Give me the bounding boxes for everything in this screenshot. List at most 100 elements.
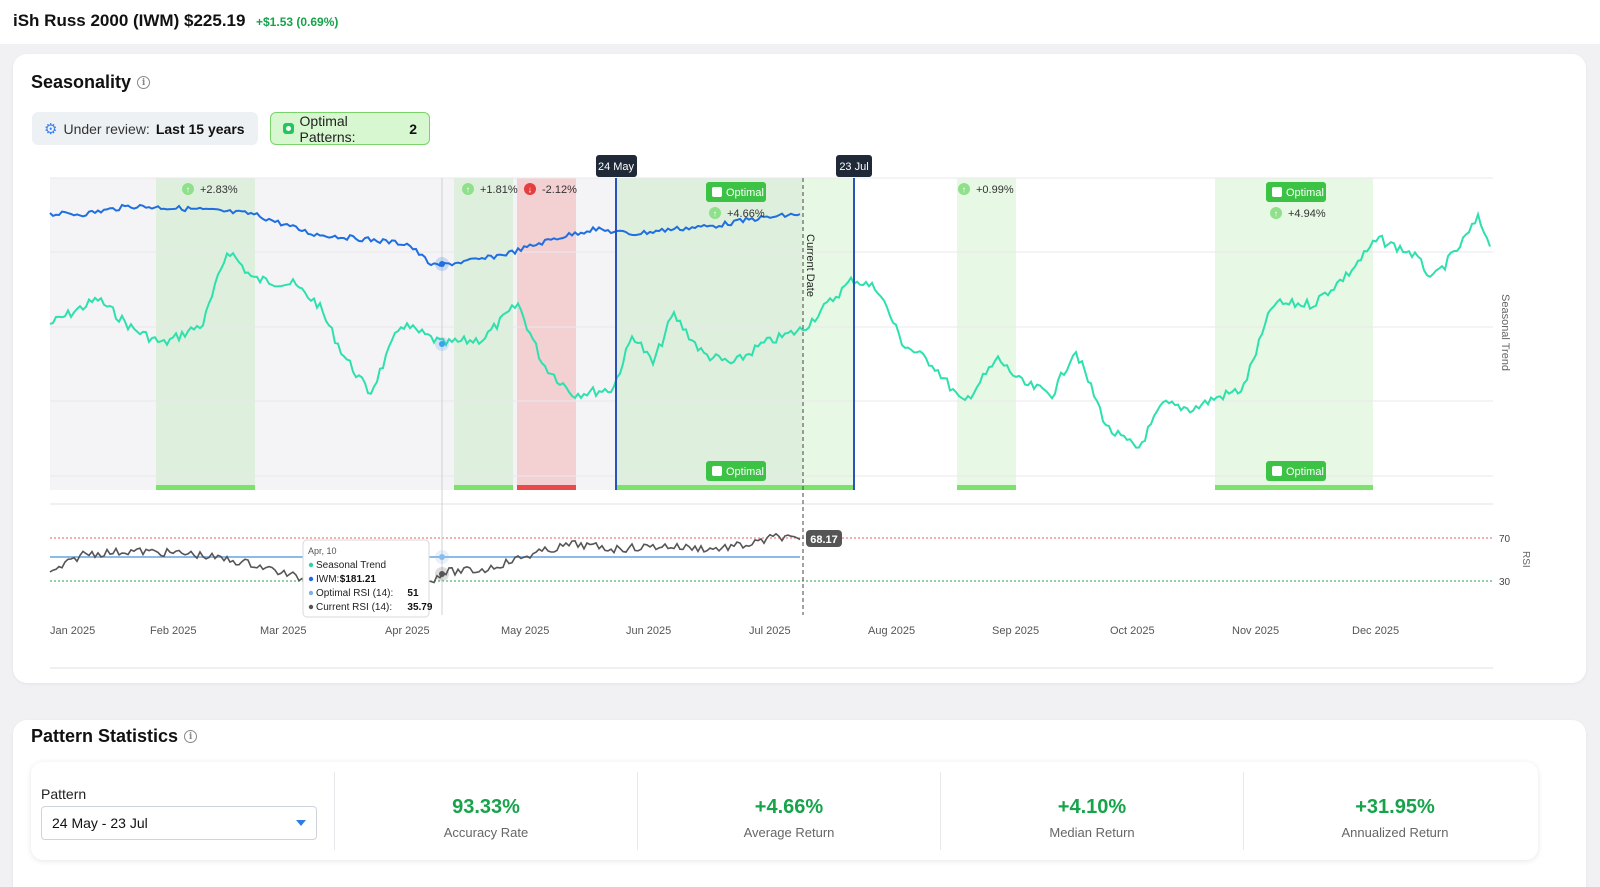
positive-window <box>957 178 1016 490</box>
window-return: -2.12% <box>542 184 577 196</box>
positive-window <box>1215 178 1373 490</box>
arrow-up-glyph: ↑ <box>962 185 967 195</box>
top-bar: iSh Russ 2000 (IWM) $225.19 +$1.53 (0.69… <box>0 0 1600 44</box>
stat-median-return: +4.10% Median Return <box>940 772 1243 850</box>
tooltip-label: Optimal RSI (14): <box>316 588 393 599</box>
optimal-icon <box>712 466 722 476</box>
arrow-down-icon <box>524 183 536 195</box>
pattern-label: Pattern <box>41 786 87 802</box>
right-axis-label: Seasonal Trend <box>1499 294 1511 371</box>
positive-window <box>616 178 854 490</box>
rsi-tick-70: 70 <box>1499 534 1511 545</box>
optimal-tag-label: Optimal <box>726 466 764 478</box>
month-tick: Sep 2025 <box>992 625 1039 637</box>
price-line <box>49 203 801 267</box>
range-start-label: 24 May <box>598 161 635 173</box>
range-start-tag <box>596 155 637 177</box>
gear-icon: ⚙ <box>44 120 58 138</box>
hover-marker <box>439 261 445 267</box>
window-return: +4.66% <box>727 208 765 220</box>
tooltip-date: Apr, 10 <box>308 546 337 556</box>
arrow-up-glyph: ↑ <box>713 209 718 219</box>
info-icon[interactable]: i <box>137 76 151 89</box>
arrow-up-glyph: ↑ <box>1274 209 1279 219</box>
arrow-down-glyph: ↓ <box>528 185 533 195</box>
pattern-select-value: 24 May - 23 Jul <box>52 815 148 831</box>
optimal-icon <box>283 123 294 134</box>
review-period-button[interactable]: ⚙ Under review: Last 15 years <box>32 112 258 145</box>
hover-marker <box>439 571 445 577</box>
arrow-up-icon <box>709 207 721 219</box>
hover-marker <box>439 341 445 347</box>
tooltip-dot <box>308 576 314 582</box>
optimal-tag-label: Optimal <box>1286 466 1324 478</box>
optimal-tag-label: Optimal <box>726 187 764 199</box>
stat-label: Average Return <box>743 825 835 840</box>
month-tick: Mar 2025 <box>260 625 306 637</box>
tooltip-dot <box>308 604 314 610</box>
rsi-axis-label: RSI <box>1520 551 1531 568</box>
seasonality-card: Seasonality i ⚙ Under review: Last 15 ye… <box>13 54 1586 683</box>
seasonality-title-text: Seasonality <box>31 72 132 92</box>
rsi-current-tag <box>806 530 842 547</box>
positive-window-bar <box>454 485 513 490</box>
arrow-up-icon <box>1270 207 1282 219</box>
seasonality-chart[interactable]: 70 30 24 May 23 Jul Current Date Seasonal Tre… <box>13 54 1586 683</box>
stat-value: +31.95% <box>1355 796 1435 818</box>
info-icon[interactable]: i <box>184 730 198 743</box>
optimal-label: Optimal Patterns: <box>299 112 356 145</box>
optimal-tag <box>1266 182 1326 202</box>
stat-label: Median Return <box>1049 825 1135 840</box>
positive-window <box>454 178 513 490</box>
month-tick: May 2025 <box>501 625 549 637</box>
positive-window <box>156 178 255 490</box>
window-return: +2.83% <box>200 184 238 196</box>
optimal-icon <box>1272 466 1282 476</box>
stats-title-text: Pattern Statistics <box>31 726 179 746</box>
stats-title: Pattern Statistics i <box>31 726 198 747</box>
optimal-patterns-button[interactable]: Optimal Patterns: 2 <box>270 112 430 145</box>
optimal-tag <box>706 182 766 202</box>
hover-marker <box>439 554 445 560</box>
ticker-change: +$1.53 (0.69%) <box>256 15 339 29</box>
tooltip-dot <box>308 590 314 596</box>
review-label: Under review: <box>63 120 150 137</box>
current-date-label: Current Date <box>804 234 816 297</box>
pattern-select[interactable]: 24 May - 23 Jul <box>41 806 317 840</box>
month-tick: Nov 2025 <box>1232 625 1279 637</box>
month-tick: Jul 2025 <box>749 625 791 637</box>
review-value: Last 15 years <box>155 120 245 137</box>
window-return: +4.94% <box>1288 208 1326 220</box>
month-tick: Dec 2025 <box>1352 625 1399 637</box>
arrow-up-glyph: ↑ <box>186 185 191 195</box>
tooltip-label: IWM: <box>316 574 339 585</box>
stat-annualized-return: +31.95% Annualized Return <box>1243 772 1546 850</box>
stat-label: Annualized Return <box>1341 825 1449 840</box>
positive-window-bar <box>156 485 255 490</box>
optimal-tag <box>1266 461 1326 481</box>
month-tick: Apr 2025 <box>385 625 430 637</box>
stats-panel: Pattern 24 May - 23 Jul 93.33% Accuracy … <box>31 762 1538 860</box>
seasonality-title: Seasonality i <box>31 72 151 93</box>
range-end-label: 23 Jul <box>839 161 868 173</box>
positive-window-bar <box>957 485 1016 490</box>
tooltip-box <box>302 539 430 618</box>
stat-value: +4.66% <box>754 796 824 818</box>
stat-label: Accuracy Rate <box>443 825 529 840</box>
stat-value: 93.33% <box>452 796 520 818</box>
seasonal-trend-line <box>49 210 1491 449</box>
arrow-up-glyph: ↑ <box>466 185 471 195</box>
negative-window-bar <box>517 485 576 490</box>
tooltip-value: 35.79 <box>407 602 432 613</box>
ticker-name: iSh Russ 2000 (IWM) <box>13 11 180 30</box>
rsi-tick-30: 30 <box>1499 577 1511 588</box>
month-tick: Jun 2025 <box>626 625 671 637</box>
ticker-price: $225.19 <box>184 11 246 30</box>
optimal-icon <box>712 187 722 197</box>
rsi-current-value: 68.17 <box>810 534 838 546</box>
month-tick: Oct 2025 <box>1110 625 1155 637</box>
month-tick: Aug 2025 <box>868 625 915 637</box>
tooltip-label: Seasonal Trend <box>316 560 386 571</box>
stat-value: +4.10% <box>1057 796 1127 818</box>
arrow-up-icon <box>462 183 474 195</box>
